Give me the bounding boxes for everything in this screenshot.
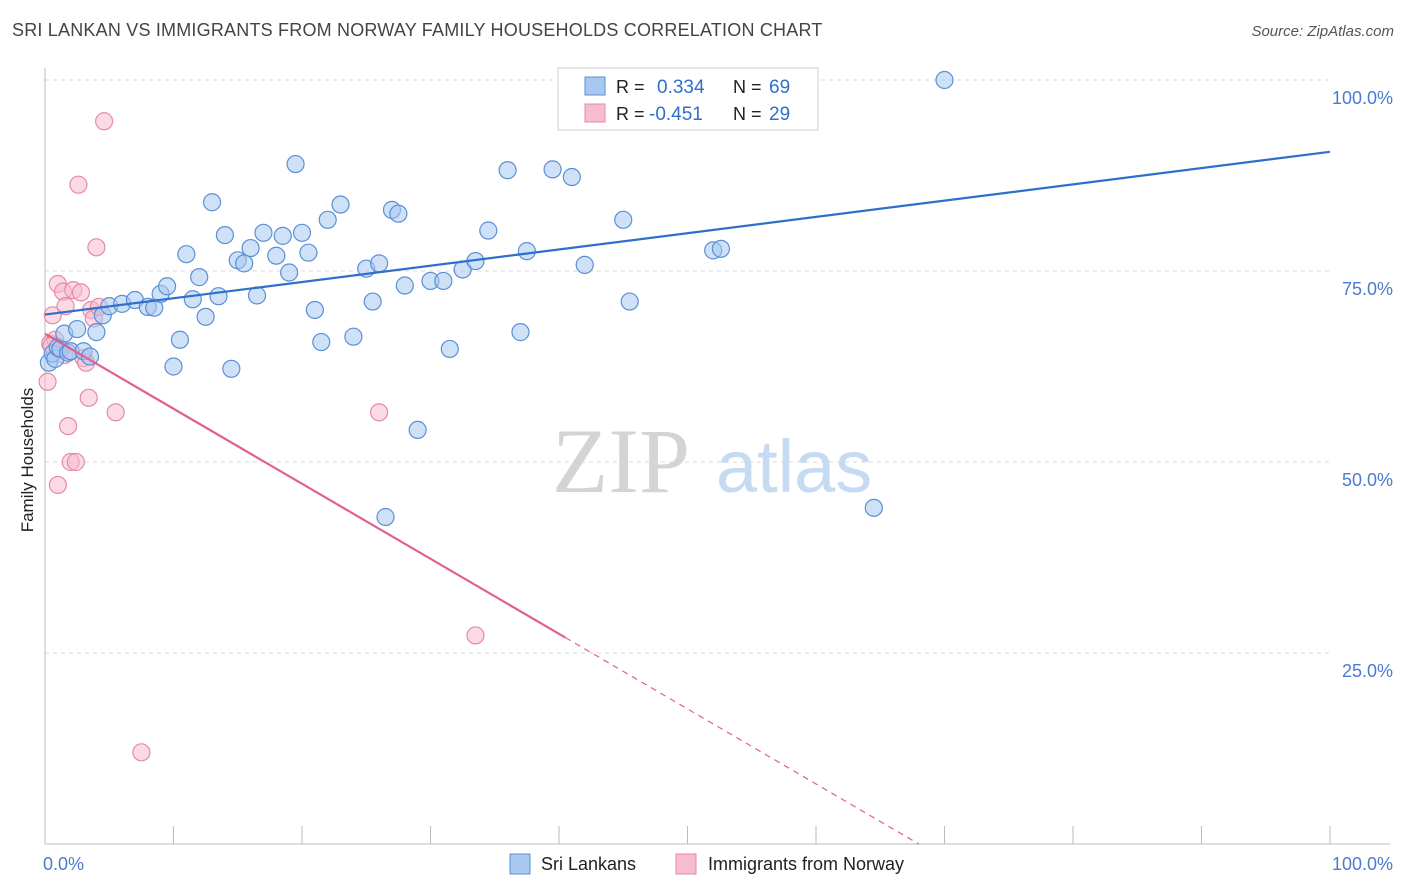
data-point	[95, 112, 114, 131]
data-point	[318, 210, 337, 229]
stats-legend: R = 0.334 N = 69 R = -0.451 N = 29	[557, 67, 819, 131]
data-point	[344, 327, 363, 346]
legend-swatch-sri-lankans	[509, 853, 531, 875]
legend-n-value: 29	[769, 104, 790, 125]
legend-swatch-blue	[584, 76, 606, 96]
data-point	[267, 246, 286, 265]
data-point	[106, 403, 125, 422]
data-point	[254, 223, 273, 242]
legend-swatch-immigrants-from-norway	[675, 853, 697, 875]
data-point	[620, 292, 639, 311]
data-point	[395, 276, 414, 295]
legend-r-label: R =	[616, 104, 645, 124]
data-point	[312, 332, 331, 352]
data-point	[363, 292, 382, 311]
data-point	[711, 239, 731, 258]
watermark-zip: ZIP	[552, 410, 690, 512]
data-point	[69, 175, 88, 194]
data-point	[38, 372, 57, 391]
data-point	[79, 388, 98, 407]
y-tick-label: 75.0%	[1342, 279, 1393, 299]
legend-r-value: 0.334	[657, 77, 705, 98]
data-point	[43, 306, 62, 325]
chart-title: SRI LANKAN VS IMMIGRANTS FROM NORWAY FAM…	[12, 20, 823, 40]
legend-label-immigrants-from-norway: Immigrants from Norway	[708, 854, 904, 874]
data-point	[87, 323, 106, 342]
watermark-atlas: atlas	[716, 425, 872, 508]
trend-line	[44, 150, 1331, 316]
data-point	[543, 160, 562, 179]
data-point	[71, 283, 91, 302]
data-point	[68, 319, 87, 339]
data-point	[132, 743, 151, 762]
y-tick-label: 100.0%	[1332, 88, 1393, 108]
trend-lines	[44, 150, 1331, 845]
x-tick-label: 0.0%	[43, 854, 84, 874]
data-point	[190, 268, 209, 287]
data-point	[479, 221, 498, 240]
data-point	[183, 290, 202, 309]
data-point	[614, 210, 633, 229]
y-tick-label: 50.0%	[1342, 470, 1393, 490]
data-point	[80, 347, 100, 366]
data-point	[48, 475, 67, 495]
x-tick-label: 100.0%	[1332, 854, 1393, 874]
data-point	[164, 357, 183, 376]
data-point	[331, 195, 350, 214]
data-point	[235, 254, 254, 273]
tick-labels: 25.0% 50.0% 75.0% 100.0% 0.0% 100.0%	[43, 88, 1393, 874]
data-point	[864, 498, 883, 517]
legend-n-value: 69	[769, 77, 790, 98]
data-point	[562, 167, 581, 187]
data-point	[408, 420, 427, 440]
data-point	[157, 277, 177, 296]
data-point	[575, 255, 594, 274]
data-point	[498, 161, 517, 180]
data-point	[202, 193, 222, 212]
data-point	[389, 204, 408, 223]
data-point	[196, 307, 215, 326]
data-point	[215, 225, 234, 245]
legend-r-label: R =	[616, 77, 645, 97]
legend-label-sri-lankans: Sri Lankans	[541, 854, 636, 874]
trend-line	[44, 332, 566, 639]
data-point	[299, 243, 318, 262]
data-point	[87, 238, 106, 257]
data-point	[280, 263, 299, 282]
data-point	[209, 287, 228, 306]
data-point	[434, 271, 453, 291]
data-point	[273, 226, 292, 245]
series-sri-lankans	[39, 70, 954, 527]
y-tick-label: 25.0%	[1342, 661, 1393, 681]
trend-line-extension	[565, 637, 920, 845]
data-point	[370, 403, 389, 422]
data-point	[177, 245, 196, 264]
series-legend: Sri Lankans Immigrants from Norway	[509, 853, 904, 875]
data-point	[376, 507, 395, 527]
legend-n-label: N =	[733, 77, 762, 97]
data-point	[517, 242, 536, 261]
chart-source: Source: ZipAtlas.com	[1251, 23, 1394, 40]
data-point	[305, 300, 324, 320]
data-point	[170, 330, 190, 349]
legend-swatch-pink	[584, 103, 606, 123]
data-point	[440, 339, 459, 359]
data-point	[286, 154, 305, 174]
data-point	[292, 223, 312, 242]
data-point	[935, 70, 954, 90]
legend-n-label: N =	[733, 104, 762, 124]
data-point	[370, 254, 389, 273]
data-point	[466, 626, 485, 645]
legend-r-value: -0.451	[649, 104, 703, 125]
axes	[44, 68, 1390, 845]
data-point	[241, 238, 260, 258]
data-point	[222, 359, 241, 378]
data-point	[511, 323, 530, 342]
data-point	[59, 416, 78, 436]
data-point	[66, 452, 85, 472]
